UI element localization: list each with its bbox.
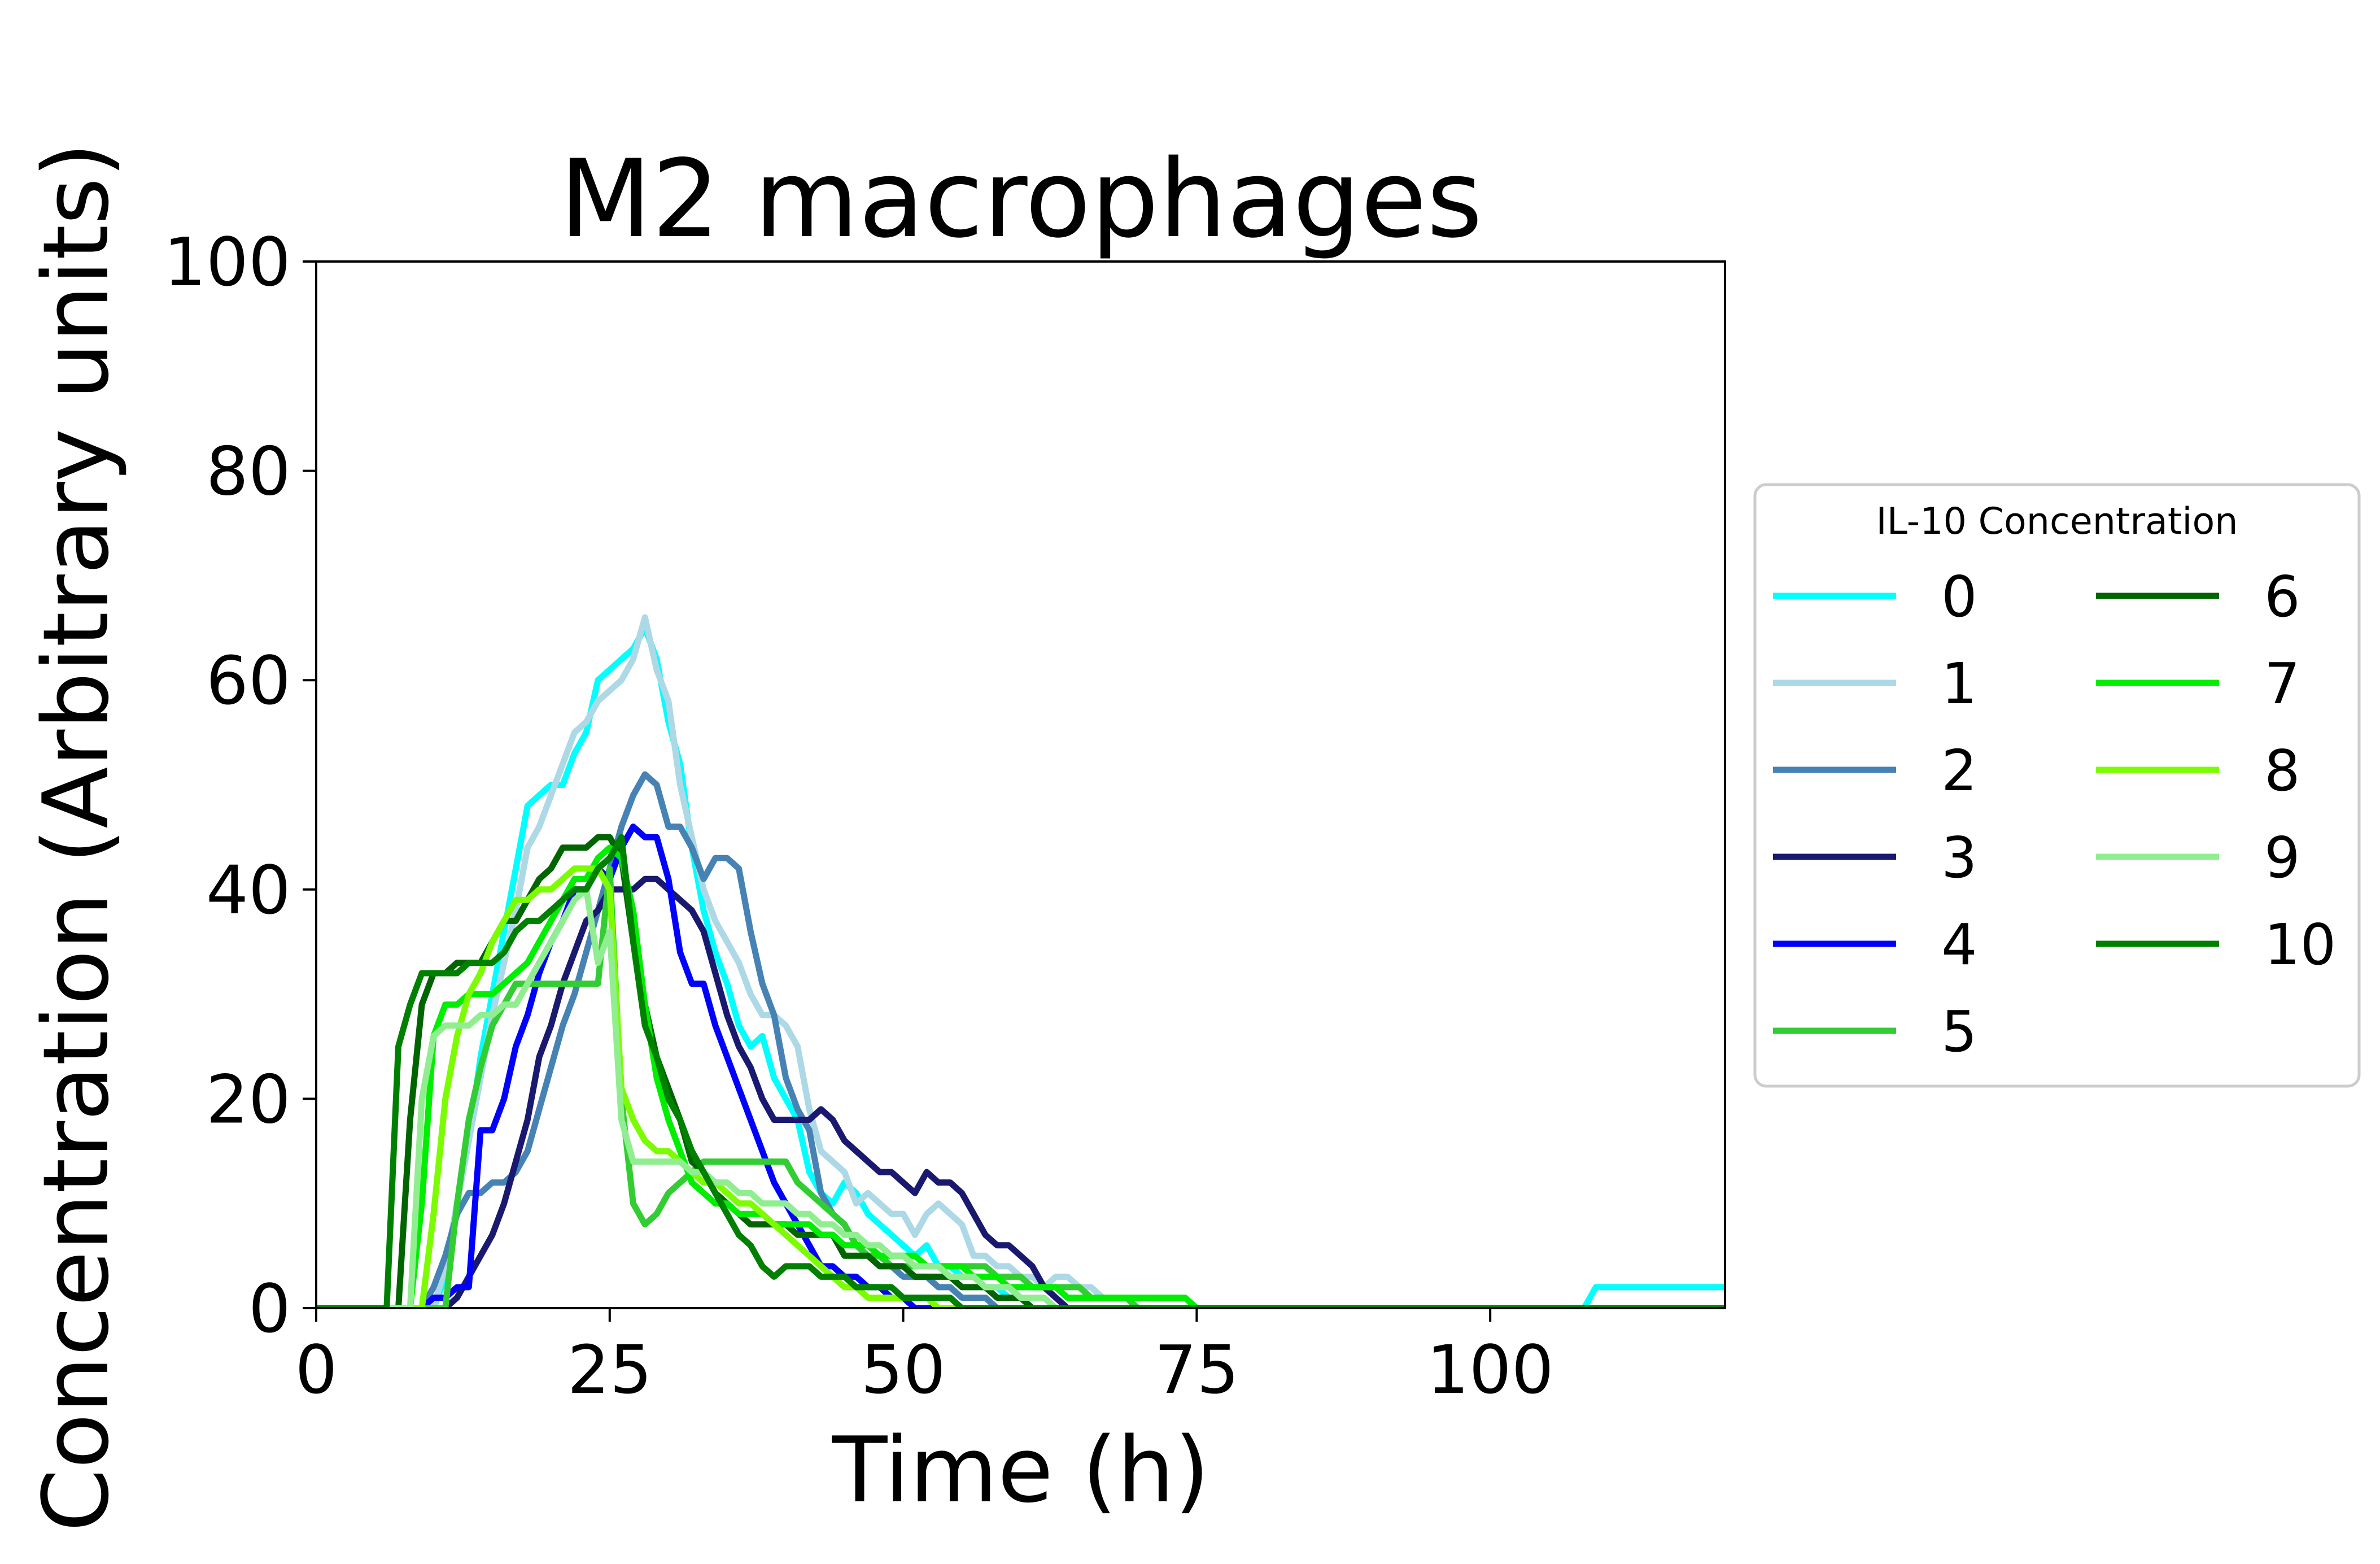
plot-area: 0 25 50 75 100 0 20 40 60 80 100 — [164, 223, 1726, 1409]
legend-label-7: 7 — [2264, 651, 2300, 717]
series-line-10 — [316, 834, 1725, 1308]
series-line-7 — [316, 844, 1725, 1308]
x-axis-label: Time (h) — [832, 1417, 1210, 1523]
y-tick-label-80: 80 — [206, 433, 291, 511]
chart-title: M2 macrophages — [559, 137, 1482, 262]
series-group — [316, 614, 1725, 1308]
legend: IL-10 Concentration 0 1 2 3 4 5 6 7 8 9 10 — [1753, 483, 2361, 1088]
legend-frame — [1753, 483, 2361, 1088]
legend-label-1: 1 — [1941, 651, 1977, 717]
y-tick-label-60: 60 — [206, 642, 291, 720]
y-tick-label-100: 100 — [164, 223, 291, 301]
x-tick-label-50: 50 — [861, 1331, 946, 1409]
legend-label-0: 0 — [1941, 564, 1977, 630]
legend-label-10: 10 — [2264, 912, 2336, 978]
y-tick-label-40: 40 — [206, 851, 291, 929]
x-tick-label-75: 75 — [1154, 1331, 1239, 1409]
x-tick-label-0: 0 — [295, 1331, 337, 1409]
x-tick-label-25: 25 — [567, 1331, 652, 1409]
x-tick-label-100: 100 — [1427, 1331, 1554, 1409]
y-axis-label: Concentration (Arbitrary units) — [23, 142, 129, 1532]
axes-frame — [315, 260, 1726, 1309]
legend-label-6: 6 — [2264, 564, 2300, 630]
series-line-3 — [316, 875, 1725, 1308]
series-line-4 — [316, 824, 1725, 1308]
legend-label-9: 9 — [2264, 825, 2300, 891]
series-line-9 — [316, 886, 1725, 1308]
y-tick-label-20: 20 — [206, 1060, 291, 1138]
legend-label-3: 3 — [1941, 825, 1977, 891]
legend-label-2: 2 — [1941, 738, 1977, 804]
legend-title: IL-10 Concentration — [1876, 500, 2238, 543]
legend-items: 0 1 2 3 4 5 6 7 8 9 10 — [1773, 564, 2336, 1065]
legend-label-4: 4 — [1941, 912, 1977, 978]
series-line-1 — [316, 614, 1725, 1308]
legend-label-5: 5 — [1941, 999, 1977, 1065]
y-tick-label-0: 0 — [248, 1270, 291, 1348]
legend-label-8: 8 — [2264, 738, 2300, 804]
